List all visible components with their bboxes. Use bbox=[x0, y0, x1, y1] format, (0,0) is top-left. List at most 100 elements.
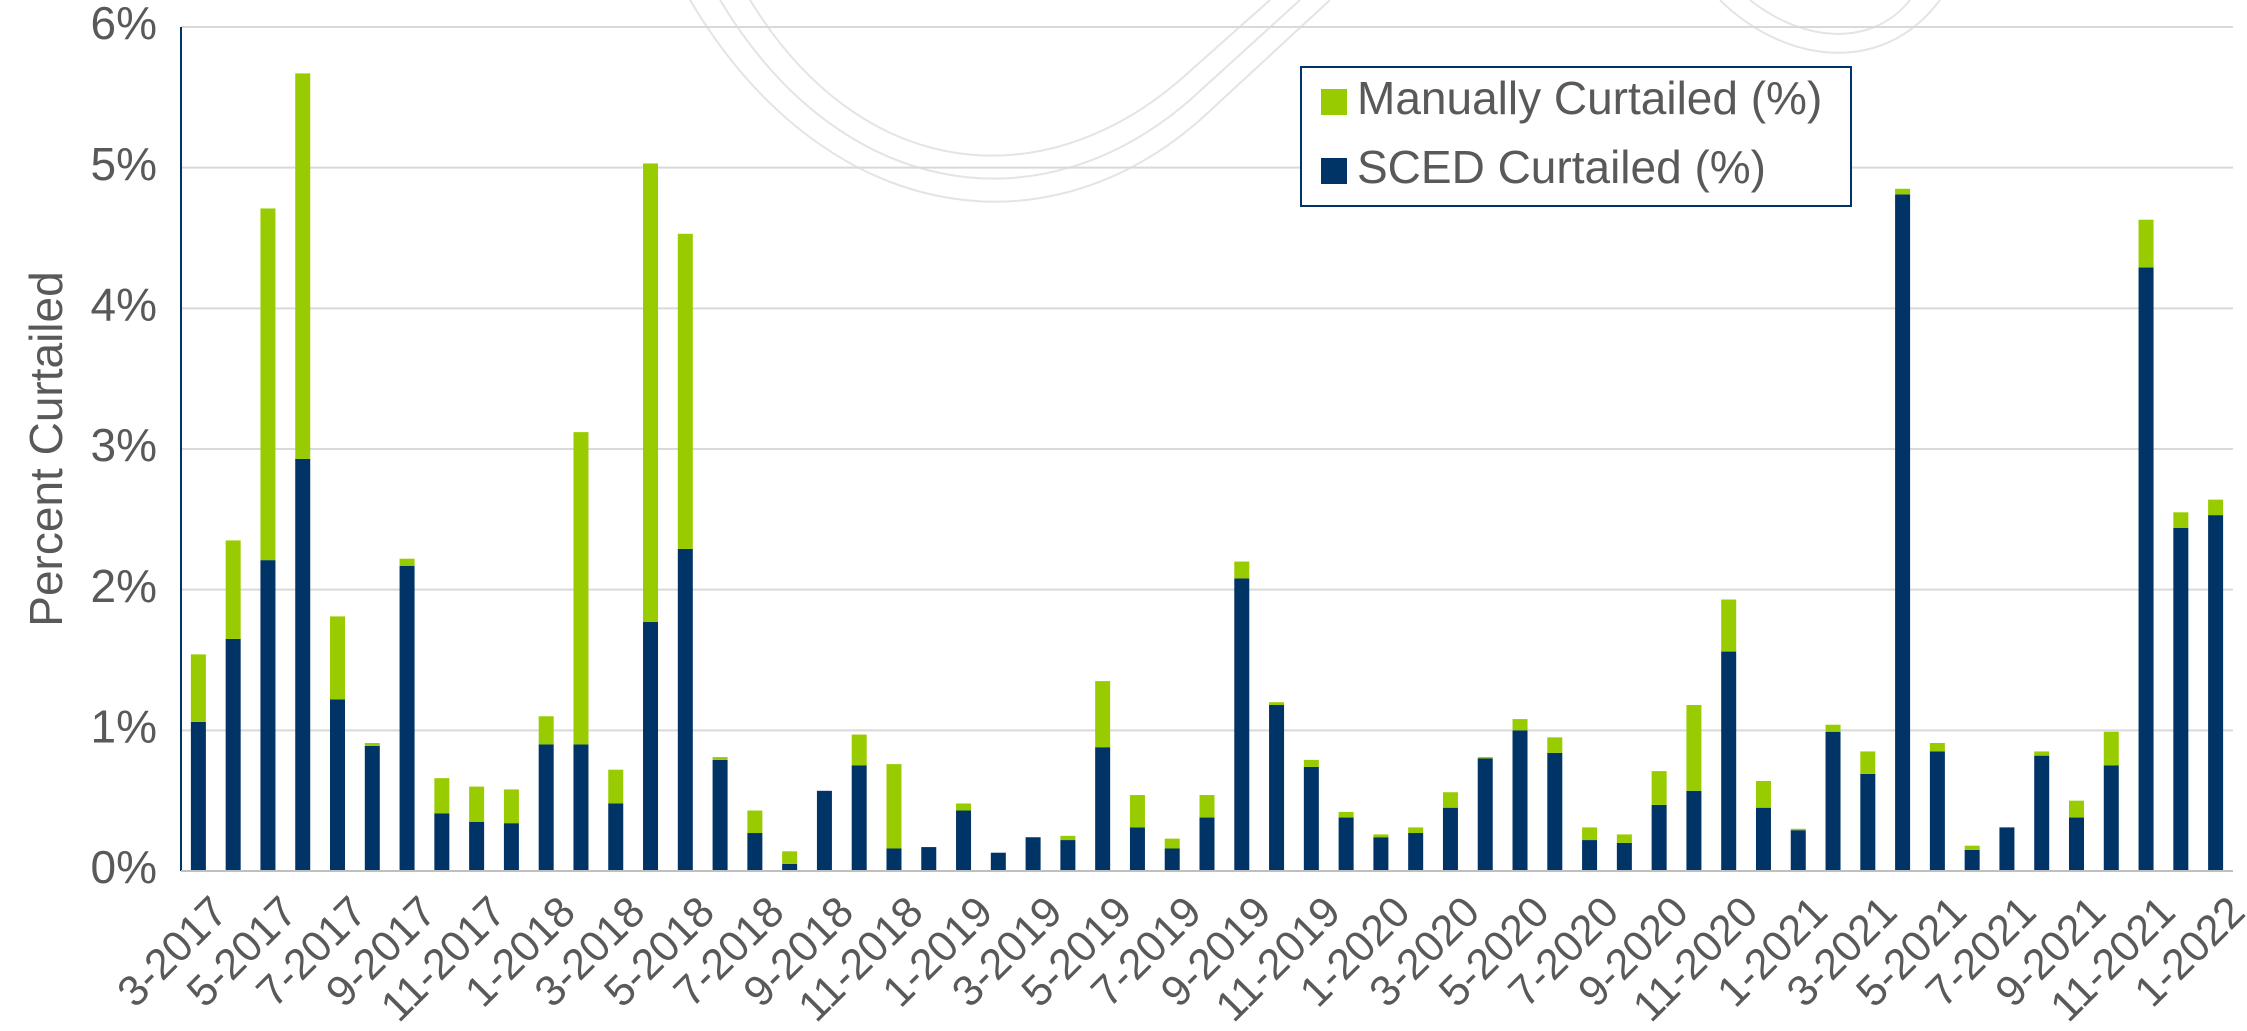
bar-segment bbox=[539, 744, 554, 871]
bar-segment bbox=[1234, 562, 1249, 579]
bar-segment bbox=[2104, 766, 2119, 872]
bar-segment bbox=[365, 746, 380, 871]
bar-segment bbox=[1860, 774, 1875, 871]
bar-segment bbox=[1095, 747, 1110, 871]
bar-segment bbox=[1826, 732, 1841, 871]
bar-segment bbox=[1443, 808, 1458, 871]
bar-segment bbox=[1965, 850, 1980, 871]
bar-segment bbox=[1930, 751, 1945, 871]
bar-segment bbox=[1547, 753, 1562, 871]
bar-segment bbox=[2139, 268, 2154, 871]
bar-segment bbox=[365, 743, 380, 746]
bar-segment bbox=[1826, 725, 1841, 732]
bar-segment bbox=[469, 822, 484, 871]
bar-segment bbox=[2173, 512, 2188, 527]
y-tick-label: 0% bbox=[91, 841, 157, 893]
bar-segment bbox=[1895, 194, 1910, 871]
bar-segment bbox=[1930, 743, 1945, 751]
bar-segment bbox=[400, 559, 415, 566]
bar-segment bbox=[1721, 652, 1736, 871]
bar-segment bbox=[2173, 528, 2188, 871]
bar-segment bbox=[1373, 837, 1388, 871]
bar-segment bbox=[1617, 834, 1632, 842]
bar-segment bbox=[1026, 837, 1041, 871]
bar-segment bbox=[469, 787, 484, 822]
bar-segment bbox=[1478, 758, 1493, 871]
bar-segment bbox=[191, 722, 206, 871]
bar-segment bbox=[2208, 515, 2223, 871]
bar-segment bbox=[1756, 781, 1771, 808]
bar-segment bbox=[1652, 805, 1667, 871]
bar-segment bbox=[1304, 760, 1319, 767]
bar-segment bbox=[1721, 600, 1736, 652]
bar-segment bbox=[573, 744, 588, 871]
chart: Percent Curtailed 0%1%2%3%4%5%6%3-20175-… bbox=[0, 0, 2247, 1031]
bar-segment bbox=[1999, 827, 2014, 871]
bar-segment bbox=[504, 789, 519, 823]
bar-segment bbox=[1860, 751, 1875, 774]
bar-segment bbox=[434, 813, 449, 871]
bar-segment bbox=[260, 560, 275, 871]
y-tick-label: 3% bbox=[91, 419, 157, 471]
bar-segment bbox=[608, 770, 623, 804]
bar-segment bbox=[2069, 801, 2084, 818]
bar-segment bbox=[2034, 751, 2049, 755]
bar-segment bbox=[1791, 830, 1806, 871]
bar-segment bbox=[1686, 791, 1701, 871]
bar-segment bbox=[2104, 732, 2119, 766]
bar-segment bbox=[1165, 848, 1180, 871]
bar-segment bbox=[956, 803, 971, 810]
bar-segment bbox=[1130, 795, 1145, 827]
bar-segment bbox=[295, 459, 310, 871]
bar-segment bbox=[1617, 843, 1632, 871]
bar-segment bbox=[2069, 818, 2084, 871]
bar-segment bbox=[678, 234, 693, 549]
bar-segment bbox=[434, 778, 449, 813]
bar-segment bbox=[1373, 834, 1388, 837]
bar-segment bbox=[1200, 795, 1215, 818]
bar-segment bbox=[573, 432, 588, 744]
bar-segment bbox=[260, 208, 275, 560]
bar-segment bbox=[295, 73, 310, 458]
bar-segment bbox=[1513, 719, 1528, 730]
bar-segment bbox=[1200, 818, 1215, 871]
bar-segment bbox=[1339, 812, 1354, 818]
bar-segment bbox=[1234, 578, 1249, 871]
y-tick-label: 2% bbox=[91, 560, 157, 612]
legend-swatch bbox=[1321, 89, 1347, 115]
bar-segment bbox=[1339, 818, 1354, 871]
y-axis-label: Percent Curtailed bbox=[20, 271, 72, 626]
bar-segment bbox=[330, 616, 345, 699]
bar-segment bbox=[1165, 839, 1180, 849]
bar-segment bbox=[539, 716, 554, 744]
bar-segment bbox=[1756, 808, 1771, 871]
bar-segment bbox=[1060, 840, 1075, 871]
bar-segment bbox=[782, 851, 797, 864]
legend-label: Manually Curtailed (%) bbox=[1357, 72, 1822, 124]
bar-segment bbox=[1408, 833, 1423, 871]
bar-segment bbox=[400, 566, 415, 871]
bar-segment bbox=[330, 699, 345, 871]
bar-segment bbox=[1895, 189, 1910, 195]
bar-segment bbox=[1686, 705, 1701, 791]
bar-segment bbox=[1130, 827, 1145, 871]
bar-segment bbox=[2034, 756, 2049, 871]
y-tick-label: 1% bbox=[91, 700, 157, 752]
legend-swatch bbox=[1321, 158, 1347, 184]
bar-segment bbox=[713, 760, 728, 871]
bar-segment bbox=[1513, 730, 1528, 871]
bar-segment bbox=[678, 549, 693, 871]
bar-segment bbox=[1443, 792, 1458, 807]
bar-segment bbox=[1269, 702, 1284, 705]
bar-segment bbox=[1965, 846, 1980, 850]
bar-segment bbox=[1582, 840, 1597, 871]
bar-segment bbox=[643, 622, 658, 871]
bar-segment bbox=[782, 864, 797, 871]
legend-label: SCED Curtailed (%) bbox=[1357, 141, 1766, 193]
bar-segment bbox=[852, 735, 867, 766]
bar-segment bbox=[921, 847, 936, 871]
bar-segment bbox=[747, 811, 762, 834]
bar-segment bbox=[713, 757, 728, 760]
bar-segment bbox=[2208, 500, 2223, 515]
bar-segment bbox=[1304, 767, 1319, 871]
